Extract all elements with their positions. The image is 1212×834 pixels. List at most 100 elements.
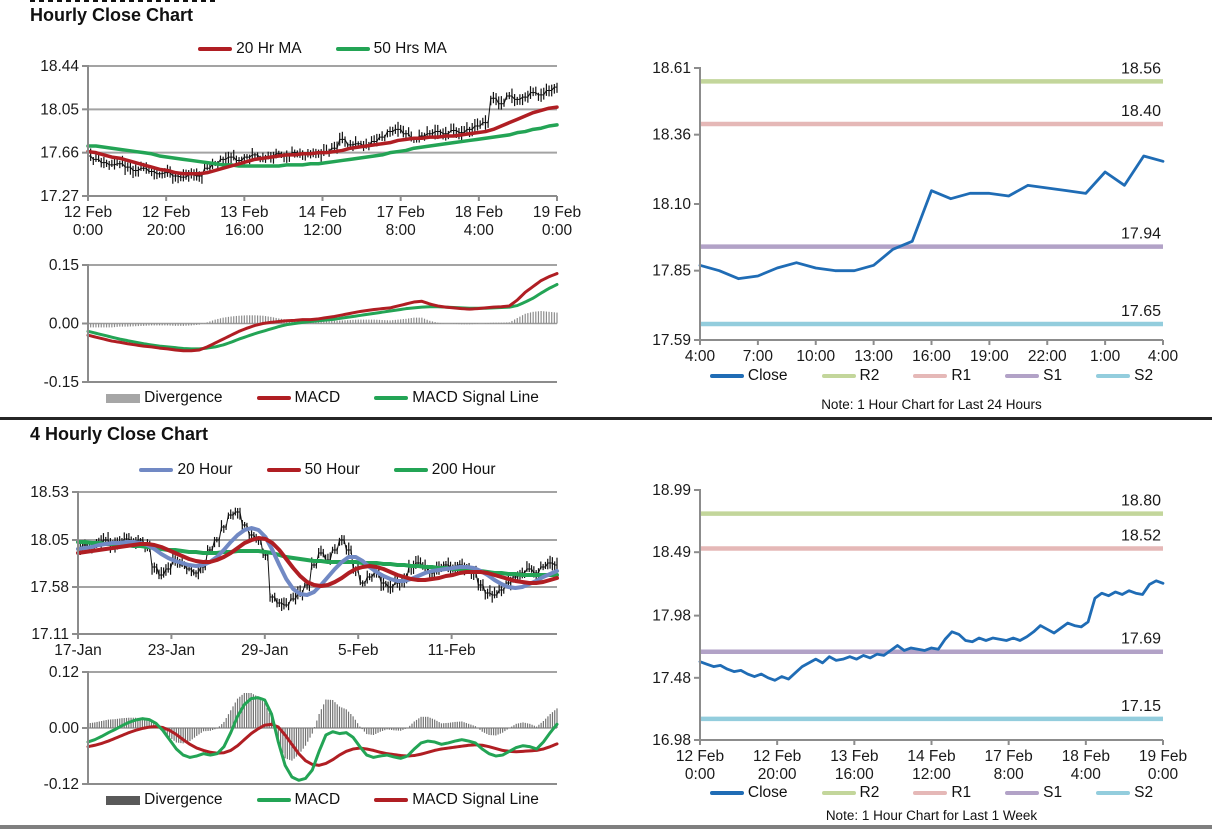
legend-swatch-s1	[1005, 374, 1040, 378]
legend-swatch-200-hour	[393, 468, 428, 472]
x-tick-label: 22:00	[1028, 348, 1067, 365]
y-tick-label: 18.49	[652, 544, 691, 561]
y-tick-label: 18.44	[40, 58, 79, 75]
x-tick-label: 16:00	[225, 222, 264, 239]
x-tick-label: 1:00	[1090, 348, 1121, 365]
legend-item: MACD Signal Line	[374, 389, 539, 407]
ma50-line	[76, 536, 559, 588]
pivot-24h-note: Note: 1 Hour Chart for Last 24 Hours	[821, 397, 1042, 412]
legend-label: MACD Signal Line	[412, 389, 539, 406]
legend-item: 50 Hrs MA	[335, 40, 447, 58]
x-tick-label: 19 Feb	[533, 204, 581, 221]
legend-label: S1	[1043, 784, 1063, 801]
x-tick-label: 13 Feb	[220, 204, 268, 221]
legend-label: MACD	[294, 791, 341, 808]
legend-label: MACD	[294, 389, 341, 406]
x-tick-label: 7:00	[743, 348, 774, 365]
legend-label: Divergence	[144, 389, 223, 406]
x-tick-label: 16:00	[835, 766, 874, 783]
y-tick-label: 17.66	[40, 145, 79, 162]
legend-label: MACD Signal Line	[412, 791, 539, 808]
legend-swatch-macd-signal-line	[374, 396, 409, 400]
x-tick-label: 17 Feb	[985, 748, 1033, 765]
y-tick-label: 18.53	[30, 484, 69, 501]
x-tick-label: 29-Jan	[241, 642, 288, 659]
y-tick-label: 17.11	[31, 626, 69, 643]
x-tick-label: 18 Feb	[455, 204, 503, 221]
y-tick-label: 17.27	[40, 188, 79, 205]
x-tick-label: 14 Feb	[907, 748, 955, 765]
x-tick-label: 12 Feb	[142, 204, 190, 221]
y-tick-label: 18.05	[30, 532, 69, 549]
x-tick-label: 0:00	[1148, 766, 1179, 783]
y-tick-label: 17.85	[652, 263, 691, 280]
legend-swatch-s2	[1096, 791, 1131, 795]
x-tick-label: 23-Jan	[148, 642, 195, 659]
legend-label: Divergence	[144, 791, 223, 808]
pivot-level-value: 17.94	[1121, 226, 1161, 243]
legend-item: 50 Hour	[266, 461, 360, 479]
legend-item: MACD	[256, 791, 341, 809]
legend-label: 50 Hour	[304, 461, 360, 478]
legend-item: Divergence	[106, 389, 223, 407]
close-line	[698, 579, 1165, 682]
legend-swatch-macd	[256, 396, 291, 400]
x-tick-label: 13 Feb	[830, 748, 878, 765]
legend-swatch-divergence	[106, 795, 141, 805]
legend-label: R2	[859, 367, 880, 384]
x-tick-label: 0:00	[685, 766, 716, 783]
x-tick-label: 4:00	[464, 222, 495, 239]
y-tick-label: 0.00	[49, 316, 80, 333]
y-tick-label: -0.12	[44, 776, 79, 793]
pivot-level-value: 18.56	[1121, 60, 1161, 77]
legend-swatch-s1	[1005, 791, 1040, 795]
legend-swatch-50-hour	[266, 468, 301, 472]
y-tick-label: 18.10	[652, 196, 691, 213]
x-tick-label: 18 Feb	[1062, 748, 1110, 765]
legend-item: Close	[709, 367, 788, 385]
x-tick-label: 0:00	[73, 222, 104, 239]
x-tick-label: 19:00	[970, 348, 1009, 365]
cropped-text-artifact	[30, 0, 218, 2]
y-tick-label: -0.15	[44, 374, 79, 391]
pivot-level-value: 17.65	[1121, 303, 1161, 320]
legend-item: Close	[709, 784, 788, 802]
legend-label: 200 Hour	[431, 461, 496, 478]
x-tick-label: 20:00	[758, 766, 797, 783]
x-tick-label: 20:00	[147, 222, 186, 239]
x-tick-label: 13:00	[854, 348, 893, 365]
legend-swatch-r2	[821, 791, 856, 795]
legend-item: 20 Hr MA	[198, 40, 302, 58]
legend-item: R2	[821, 367, 880, 385]
x-tick-label: 5-Feb	[338, 642, 379, 659]
y-tick-label: 16.98	[652, 732, 691, 749]
x-tick-label: 14 Feb	[298, 204, 346, 221]
legend-swatch-r1	[913, 791, 948, 795]
legend-item: 200 Hour	[393, 461, 496, 479]
legend-item: S2	[1096, 784, 1153, 802]
pivot-level-value: 18.80	[1121, 493, 1161, 510]
ma50-line	[86, 123, 559, 168]
x-tick-label: 4:00	[1148, 348, 1179, 365]
y-tick-label: 18.99	[652, 482, 691, 499]
legend-swatch-macd	[256, 798, 291, 802]
x-tick-label: 11-Feb	[428, 642, 476, 659]
legend-item: MACD	[256, 389, 341, 407]
x-tick-label: 12:00	[303, 222, 342, 239]
legend-item: S1	[1005, 784, 1062, 802]
x-tick-label: 10:00	[796, 348, 835, 365]
y-tick-label: 0.00	[49, 720, 80, 737]
y-tick-label: 17.59	[652, 332, 691, 349]
legend-item: R1	[913, 784, 971, 802]
hourly-price-legend: 20 Hr MA 50 Hrs MA	[88, 40, 557, 58]
x-tick-label: 17-Jan	[54, 642, 101, 659]
section-divider	[0, 417, 1212, 420]
legend-label: S1	[1043, 367, 1063, 384]
macd-line	[86, 696, 559, 782]
y-tick-label: 0.12	[49, 664, 79, 681]
x-tick-label: 4:00	[1071, 766, 1102, 783]
x-tick-label: 12:00	[912, 766, 951, 783]
legend-swatch-50-hrs-ma	[335, 47, 370, 51]
